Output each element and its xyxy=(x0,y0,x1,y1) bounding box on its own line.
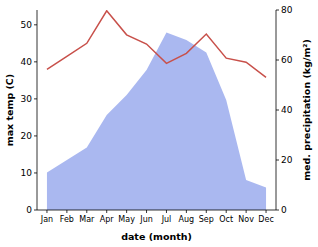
x-tick xyxy=(106,210,107,213)
y-tick-label: 50 xyxy=(21,20,33,30)
x-tick-label: Sep xyxy=(199,215,214,224)
y2-tick-label: 20 xyxy=(281,155,293,165)
x-tick xyxy=(206,210,207,213)
y-tick xyxy=(34,135,37,136)
y-tick xyxy=(34,98,37,99)
y-axis-label: max temp (C) xyxy=(4,74,15,146)
y2-tick xyxy=(276,110,279,111)
y2-tick xyxy=(276,160,279,161)
y2-tick-label: 40 xyxy=(281,105,293,115)
x-tick xyxy=(266,210,267,213)
y-tick xyxy=(34,172,37,173)
plot-area xyxy=(47,11,266,210)
y-tick-label: 30 xyxy=(21,94,33,104)
x-tick-label: Aug xyxy=(179,215,195,224)
y-tick-label: 10 xyxy=(21,168,33,178)
x-tick xyxy=(66,210,67,213)
y-tick xyxy=(34,24,37,25)
y2-tick xyxy=(276,60,279,61)
temp-line xyxy=(47,11,266,78)
y2-tick-label: 60 xyxy=(281,55,293,65)
x-tick-label: Jun xyxy=(139,215,153,224)
y2-tick xyxy=(276,210,279,211)
x-tick xyxy=(186,210,187,213)
x-tick xyxy=(86,210,87,213)
x-tick-label: Jul xyxy=(161,215,172,224)
x-tick xyxy=(246,210,247,213)
x-tick-label: Apr xyxy=(100,215,115,224)
x-tick xyxy=(146,210,147,213)
y2-tick xyxy=(276,10,279,11)
x-tick-label: Oct xyxy=(219,215,233,224)
x-tick-label: Jan xyxy=(40,215,53,224)
x-tick xyxy=(226,210,227,213)
x-tick xyxy=(126,210,127,213)
y-tick-label: 20 xyxy=(21,131,33,141)
x-tick-label: Dec xyxy=(258,215,273,224)
x-tick-label: Mar xyxy=(79,215,95,224)
y-tick-label: 40 xyxy=(21,57,33,67)
y-axis xyxy=(37,10,38,210)
y-tick-label: 0 xyxy=(26,205,32,215)
x-tick xyxy=(166,210,167,213)
y2-tick-label: 0 xyxy=(281,205,287,215)
y2-tick-label: 80 xyxy=(281,5,293,15)
y2-axis-label: med. precipitation (kg/m²) xyxy=(301,39,312,181)
y-tick xyxy=(34,61,37,62)
x-tick-label: Feb xyxy=(60,215,74,224)
x-tick xyxy=(46,210,47,213)
x-tick-label: Nov xyxy=(238,215,254,224)
x-axis-label: date (month) xyxy=(121,231,192,242)
x-tick-label: May xyxy=(118,215,135,224)
y-tick xyxy=(34,210,37,211)
chart: 0 10 20 30 40 50 0 20 40 60 80 Jan Feb Mar AprMay Jun Ju… xyxy=(0,0,318,247)
x-axis xyxy=(37,210,276,211)
